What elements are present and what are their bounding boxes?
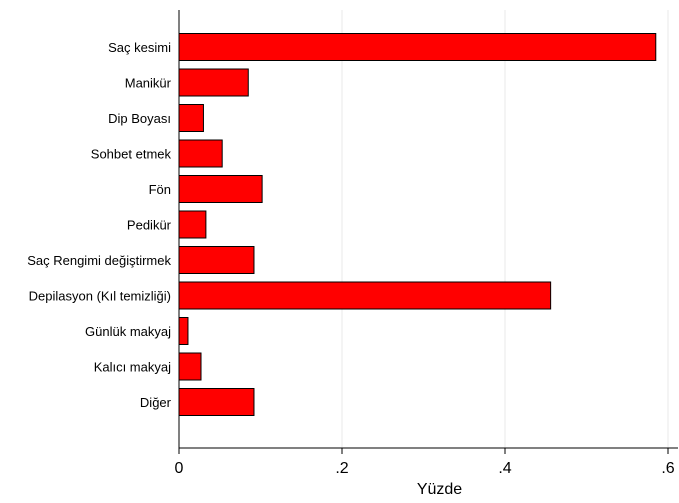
category-label: Sohbet etmek: [91, 147, 172, 162]
category-label: Pedikür: [127, 218, 172, 233]
bars: [178, 33, 657, 416]
x-tick-label: .4: [498, 460, 511, 477]
x-tick-label: .2: [335, 460, 348, 477]
bar: [178, 104, 204, 132]
category-label: Saç Rengimi değiştirmek: [27, 253, 171, 268]
category-label: Diğer: [140, 395, 172, 410]
x-tick-label: .6: [661, 460, 674, 477]
bar: [178, 352, 202, 381]
x-axis-ticks: 0 .2 .4 .6: [175, 448, 675, 477]
category-label: Kalıcı makyaj: [94, 360, 171, 375]
category-label: Fön: [149, 182, 171, 197]
category-label: Manikür: [125, 76, 172, 91]
bar: [178, 281, 552, 310]
category-label: Dip Boyası: [108, 111, 171, 126]
x-tick-label: 0: [175, 460, 184, 477]
category-label: Depilasyon (Kıl temizliği): [29, 289, 171, 304]
bar: [178, 175, 263, 203]
bar: [178, 33, 657, 61]
category-labels: Saç kesimi Manikür Dip Boyası Sohbet etmek F…: [27, 40, 171, 410]
bar: [178, 246, 255, 274]
bar: [178, 139, 223, 168]
grid-lines: [341, 10, 669, 448]
category-label: Günlük makyaj: [85, 324, 171, 339]
x-axis-title: Yüzde: [417, 481, 462, 498]
bar: [178, 210, 207, 239]
category-label: Saç kesimi: [108, 40, 171, 55]
bar: [178, 317, 189, 345]
bar: [178, 388, 255, 416]
bar: [178, 68, 249, 97]
